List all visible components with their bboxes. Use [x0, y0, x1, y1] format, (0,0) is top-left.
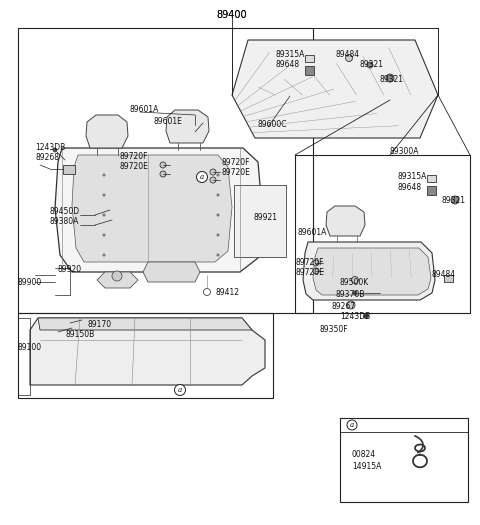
Text: 89601A: 89601A — [130, 105, 159, 114]
Text: 89321: 89321 — [380, 75, 404, 84]
Circle shape — [367, 62, 373, 68]
Circle shape — [217, 234, 219, 236]
Polygon shape — [86, 115, 128, 148]
Circle shape — [351, 277, 359, 284]
Text: 89648: 89648 — [276, 60, 300, 69]
Circle shape — [346, 55, 352, 61]
Bar — [18, 28, 313, 313]
Bar — [444, 275, 453, 282]
Polygon shape — [55, 148, 262, 272]
Text: 89720E: 89720E — [222, 168, 251, 177]
Text: 14915A: 14915A — [352, 462, 382, 471]
Circle shape — [103, 234, 105, 236]
Circle shape — [103, 254, 105, 256]
Text: 1243DB: 1243DB — [35, 143, 65, 152]
Polygon shape — [232, 40, 438, 138]
Circle shape — [217, 194, 219, 196]
Polygon shape — [30, 318, 265, 385]
Text: 89900: 89900 — [18, 278, 42, 287]
Text: 89315A: 89315A — [276, 50, 305, 59]
Text: 89400: 89400 — [216, 10, 247, 20]
Circle shape — [347, 420, 357, 430]
Text: 89370B: 89370B — [335, 290, 364, 299]
Circle shape — [347, 301, 355, 309]
Circle shape — [217, 254, 219, 256]
Bar — [295, 155, 470, 313]
Circle shape — [175, 384, 185, 395]
Bar — [18, 313, 273, 398]
Circle shape — [363, 313, 369, 319]
Bar — [63, 165, 75, 174]
Text: 89921: 89921 — [253, 213, 277, 222]
Text: 89920: 89920 — [57, 265, 81, 274]
Circle shape — [204, 289, 211, 296]
Circle shape — [103, 174, 105, 176]
Text: a: a — [178, 386, 182, 394]
Circle shape — [53, 148, 57, 152]
Text: 89720F: 89720F — [222, 158, 251, 167]
Text: 89267: 89267 — [332, 302, 356, 311]
Text: a: a — [350, 421, 354, 429]
Text: 89150B: 89150B — [65, 330, 94, 339]
Text: 89100: 89100 — [18, 343, 42, 352]
Polygon shape — [313, 248, 431, 295]
Circle shape — [103, 214, 105, 216]
Circle shape — [160, 171, 166, 177]
Text: 89170: 89170 — [88, 320, 112, 329]
Polygon shape — [72, 155, 232, 262]
Polygon shape — [303, 242, 435, 300]
Text: 1243DB: 1243DB — [340, 312, 370, 321]
Circle shape — [210, 169, 216, 175]
Text: 89380A: 89380A — [50, 217, 79, 226]
Circle shape — [112, 271, 122, 281]
Text: 89350F: 89350F — [320, 325, 348, 334]
Text: 89400: 89400 — [216, 10, 247, 20]
Text: 89600C: 89600C — [258, 120, 288, 129]
Text: 89484: 89484 — [432, 270, 456, 279]
Polygon shape — [166, 110, 209, 143]
Bar — [234, 185, 286, 257]
Text: 89720F: 89720F — [120, 152, 148, 161]
Text: 89648: 89648 — [398, 183, 422, 192]
Polygon shape — [38, 318, 252, 330]
Text: 89321: 89321 — [442, 196, 466, 205]
Polygon shape — [143, 262, 200, 282]
Text: 89321: 89321 — [360, 60, 384, 69]
Text: 89315A: 89315A — [398, 172, 427, 181]
Text: 89450D: 89450D — [50, 207, 80, 216]
Circle shape — [353, 291, 357, 295]
Text: a: a — [200, 173, 204, 181]
Text: 89500K: 89500K — [340, 278, 369, 287]
Bar — [305, 66, 314, 75]
Bar — [427, 175, 436, 182]
Text: 89720F: 89720F — [295, 258, 324, 267]
Polygon shape — [97, 272, 138, 288]
Text: 89601E: 89601E — [153, 117, 182, 126]
Circle shape — [210, 177, 216, 183]
Text: 89601A: 89601A — [297, 228, 326, 237]
Circle shape — [217, 214, 219, 216]
Circle shape — [313, 260, 319, 266]
Bar — [340, 418, 468, 502]
Circle shape — [386, 74, 394, 82]
Circle shape — [103, 194, 105, 196]
Text: 89484: 89484 — [335, 50, 359, 59]
Bar — [427, 186, 436, 195]
Text: 89720E: 89720E — [295, 268, 324, 277]
Circle shape — [451, 196, 459, 204]
Circle shape — [160, 162, 166, 168]
Circle shape — [196, 172, 207, 183]
Text: 89720E: 89720E — [120, 162, 149, 171]
Bar — [305, 55, 314, 62]
Polygon shape — [326, 206, 365, 236]
Text: 89412: 89412 — [215, 288, 239, 297]
Text: 89268: 89268 — [35, 153, 59, 162]
Text: 00824: 00824 — [352, 450, 376, 459]
Circle shape — [217, 174, 219, 176]
Circle shape — [313, 268, 319, 274]
Text: 89300A: 89300A — [390, 147, 420, 156]
